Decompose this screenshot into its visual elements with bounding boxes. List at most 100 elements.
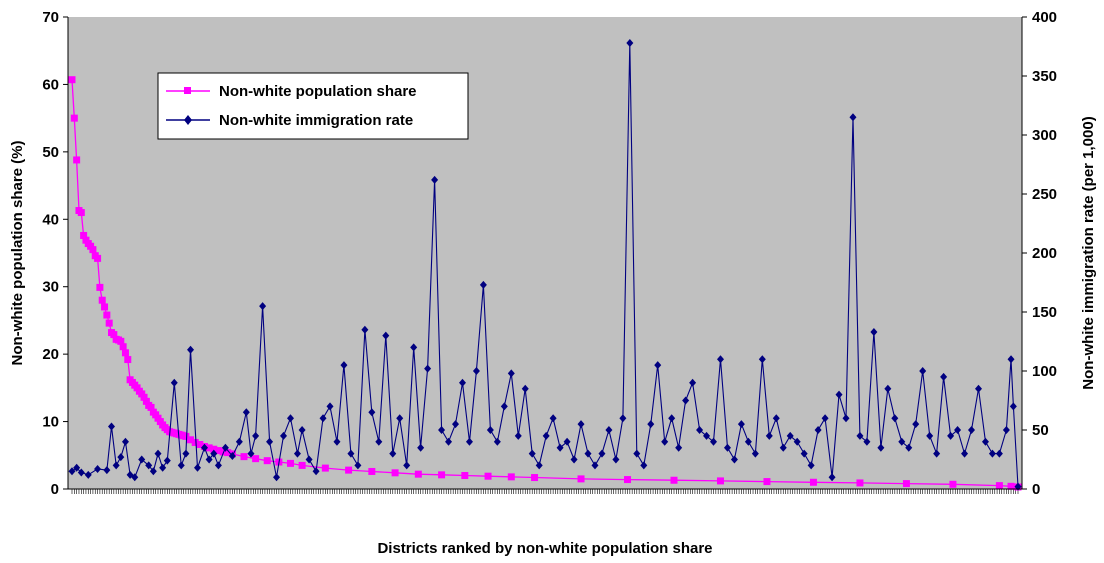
immigration-rate-point [438,426,446,434]
left-tick-label: 10 [42,414,59,431]
immigration-rate-point [375,437,383,446]
population-share-point [124,356,132,364]
immigration-rate-point [205,455,213,464]
immigration-rate-point [912,420,920,429]
immigration-rate-point [149,467,157,476]
population-share-point [716,477,724,485]
population-share-series [68,76,1022,491]
immigration-rate-point [954,426,962,434]
immigration-rate-point [458,378,466,387]
left-tick-label: 50 [42,144,59,161]
immigration-rate-point [654,361,662,370]
immigration-rate-point [472,367,480,375]
immigration-rate-point [710,437,718,446]
immigration-rate-point [905,443,913,452]
immigration-rate-point [626,38,634,47]
immigration-rate-point [563,437,571,446]
immigration-rate-point [884,384,892,393]
immigration-rate-point [521,384,529,393]
immigration-rate-point [73,463,81,472]
population-share-point [298,461,306,469]
population-share-point [670,476,678,484]
immigration-rate-point [354,461,362,470]
immigration-rate-point [584,449,592,458]
population-share-point [187,436,195,444]
immigration-rate-point [800,449,808,458]
immigration-rate-point [182,449,190,458]
population-share-point [1007,482,1015,490]
population-share-point [214,447,222,455]
immigration-rate-point [112,461,120,470]
immigration-rate-point [145,461,153,470]
right-tick-label: 50 [1032,422,1049,439]
immigration-rate-point [305,455,313,464]
right-axis-ticks: 0 50 100 150 200 250 300 350 400 [1022,9,1057,498]
immigration-rate-series [68,38,1022,491]
immigration-rate-point [259,302,267,311]
legend-box [157,72,469,140]
population-share-point [142,397,150,405]
immigration-rate-point [286,414,294,423]
immigration-rate-point [210,449,218,458]
immigration-rate-point [154,449,162,458]
left-tick-label: 60 [42,76,59,93]
population-share-point [461,472,469,480]
immigration-rate-point [528,449,536,458]
immigration-rate-point [786,431,794,440]
population-share-point [182,432,190,440]
immigration-rate-point [807,461,815,470]
population-share-point [809,478,817,486]
immigration-rate-point [689,378,697,387]
immigration-rate-point [235,437,243,446]
immigration-rate-point [877,443,885,452]
left-axis-title: Non-white population share (%) [9,141,26,366]
immigration-rate-point [556,443,564,452]
immigration-rate-point [486,426,494,434]
immigration-rate-point [347,449,355,458]
population-share-point [949,480,957,488]
population-share-point [438,471,446,479]
population-share-point [105,319,113,327]
left-tick-label: 20 [42,346,59,363]
immigration-rate-point [368,408,376,417]
population-share-point [80,231,88,239]
immigration-rate-point [591,461,599,470]
population-share-point [507,473,515,481]
immigration-rate-point [1007,355,1015,364]
immigration-rate-point [500,402,508,411]
immigration-rate-point [312,467,320,476]
population-share-point [484,472,492,480]
left-tick-label: 70 [42,9,59,26]
immigration-rate-point [131,473,139,482]
population-share-point [856,479,864,487]
immigration-rate-point [242,408,250,417]
population-share-point [140,393,148,401]
immigration-rate-point [647,420,655,429]
immigration-rate-point [417,443,425,452]
legend-label-population: Non-white population share [219,83,417,100]
immigration-rate-point [988,449,996,458]
immigration-rate-point [605,426,613,434]
immigration-rate-point [919,367,927,375]
immigration-rate-point [479,280,487,289]
immigration-rate-point [974,384,982,393]
population-share-point [624,476,632,484]
population-share-point [286,459,294,467]
population-share-point [98,296,106,304]
legend: Non-white population share Non-white imm… [157,72,469,140]
immigration-rate-point [410,343,418,352]
immigration-rate-point [891,414,899,423]
population-share-point [345,466,353,474]
population-share-point [205,444,213,452]
immigration-rate-point [779,443,787,452]
right-tick-label: 300 [1032,127,1057,144]
legend-marker-square [184,87,191,94]
immigration-rate-point [744,437,752,446]
immigration-rate-point [668,414,676,423]
immigration-rate-point [577,420,585,429]
population-share-point [531,474,539,482]
immigration-rate-point [675,443,683,452]
immigration-rate-point [814,426,822,434]
immigration-rate-point [117,453,125,462]
immigration-rate-point [933,449,941,458]
